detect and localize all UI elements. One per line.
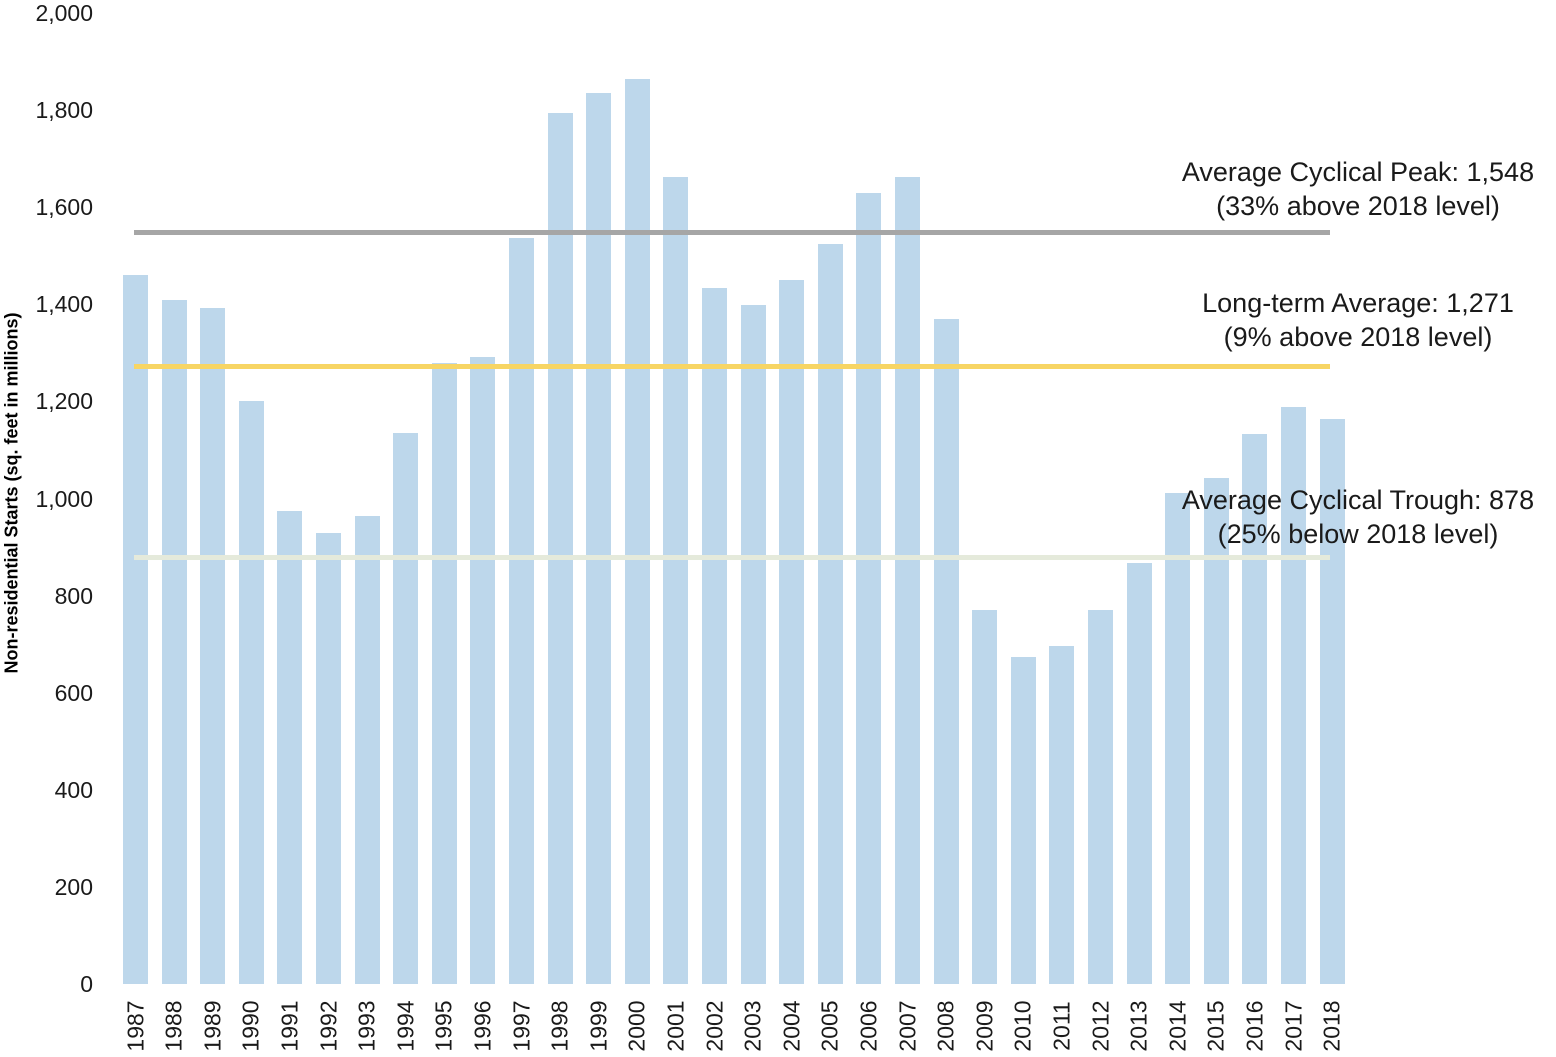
x-axis-label-2008: 2008 [932, 1000, 959, 1052]
bar-1994 [393, 432, 419, 984]
x-axis-label-1995: 1995 [430, 1000, 457, 1052]
x-axis-label-2006: 2006 [855, 1000, 882, 1052]
x-axis-label-1994: 1994 [392, 1000, 419, 1052]
annotation-line-1: Average Cyclical Peak: 1,548 [1181, 157, 1535, 187]
bar-2018 [1319, 418, 1345, 984]
x-axis-label-2001: 2001 [662, 1000, 689, 1052]
average-cyclical-trough-label: Average Cyclical Trough: 878 (25% below 2… [1160, 483, 1556, 551]
bar-1988 [161, 300, 187, 984]
y-axis-tick-label: 800 [54, 582, 93, 609]
bar-1995 [431, 362, 457, 984]
x-axis-label-2005: 2005 [816, 1000, 843, 1052]
average-cyclical-trough-line [134, 555, 1330, 561]
x-axis-label-1990: 1990 [237, 1000, 264, 1052]
bar-2015 [1203, 477, 1229, 984]
y-axis-tick-label: 1,400 [35, 291, 93, 318]
bar-2006 [856, 192, 882, 984]
annotation-line-2: (9% above 2018 level) [1223, 322, 1493, 352]
x-axis-label-2003: 2003 [739, 1000, 766, 1052]
bar-1996 [470, 356, 496, 984]
bar-2016 [1242, 434, 1268, 984]
x-axis-label-2018: 2018 [1318, 1000, 1345, 1052]
x-axis-label-1996: 1996 [469, 1000, 496, 1052]
average-cyclical-peak-label: Average Cyclical Peak: 1,548 (33% above 2… [1160, 155, 1556, 223]
bar-1997 [509, 237, 534, 984]
x-axis-label-2013: 2013 [1125, 1000, 1152, 1052]
bar-2007 [895, 176, 920, 984]
bar-2010 [1010, 656, 1036, 984]
x-axis-label-1988: 1988 [160, 1000, 187, 1052]
y-axis-tick-label: 0 [80, 971, 93, 997]
y-axis-tick-label: 1,000 [35, 485, 93, 512]
y-axis-tick-label: 1,200 [35, 388, 93, 415]
bar-1992 [316, 533, 341, 984]
x-axis-label-2002: 2002 [701, 1000, 727, 1052]
x-axis-label-1989: 1989 [199, 1000, 226, 1052]
x-axis-label-1991: 1991 [276, 1000, 303, 1052]
annotation-line-2: (25% below 2018 level) [1217, 519, 1499, 549]
annotation-line-1: Average Cyclical Trough: 878 [1181, 485, 1535, 515]
bar-2000 [624, 78, 650, 984]
bar-2001 [663, 176, 689, 984]
x-axis-label-1998: 1998 [546, 1000, 573, 1052]
bar-2004 [779, 280, 805, 984]
bar-1998 [547, 112, 573, 984]
y-axis-tick-label: 1,800 [35, 97, 93, 124]
bar-2008 [933, 319, 959, 984]
bar-2005 [817, 244, 843, 984]
x-axis-label-2004: 2004 [778, 1000, 805, 1052]
bar-2017 [1281, 407, 1306, 984]
annotation-line-2: (33% above 2018 level) [1216, 191, 1500, 221]
bar-2014 [1165, 493, 1191, 984]
y-axis-tick-label: 2,000 [35, 0, 93, 26]
y-axis-tick-label: 600 [54, 679, 93, 706]
x-axis-label-1987: 1987 [122, 1000, 148, 1052]
x-axis-label-1992: 1992 [315, 1000, 341, 1052]
x-axis-label-2014: 2014 [1164, 1000, 1191, 1052]
x-axis-label-2017: 2017 [1280, 1000, 1306, 1052]
bar-1991 [277, 510, 303, 984]
x-axis-label-2010: 2010 [1009, 1000, 1036, 1052]
bar-2009 [972, 609, 998, 984]
annotation-line-1: Long-term Average: 1,271 [1202, 288, 1514, 318]
x-axis-label-2011: 2011 [1048, 1001, 1075, 1051]
bar-2013 [1126, 562, 1152, 984]
bar-2012 [1088, 609, 1113, 984]
x-axis-label-2000: 2000 [623, 1000, 650, 1052]
average-cyclical-peak-line [134, 229, 1330, 235]
x-axis-label-1997: 1997 [508, 1000, 534, 1052]
long-term-average-label: Long-term Average: 1,271 (9% above 2018 l… [1160, 286, 1556, 354]
x-axis-label-2009: 2009 [971, 1000, 998, 1052]
y-axis-tick-label: 1,600 [35, 194, 93, 221]
x-axis-label-2007: 2007 [894, 1000, 920, 1052]
bar-1990 [238, 401, 264, 984]
bar-2002 [702, 287, 727, 984]
x-axis-label-2012: 2012 [1087, 1000, 1113, 1052]
bar-2011 [1049, 645, 1075, 984]
bar-1989 [200, 307, 226, 984]
x-axis-label-1993: 1993 [353, 1000, 380, 1052]
y-axis-tick-label: 400 [54, 776, 93, 803]
x-axis-label-2016: 2016 [1241, 1000, 1268, 1052]
long-term-average-line [134, 364, 1330, 370]
x-axis-label-1999: 1999 [585, 1000, 612, 1052]
bar-1993 [354, 516, 380, 984]
bar-2003 [740, 304, 766, 984]
y-axis-tick-label: 200 [54, 873, 93, 900]
bar-1999 [586, 92, 612, 984]
x-axis-label-2015: 2015 [1202, 1000, 1229, 1052]
bar-1987 [123, 275, 148, 984]
